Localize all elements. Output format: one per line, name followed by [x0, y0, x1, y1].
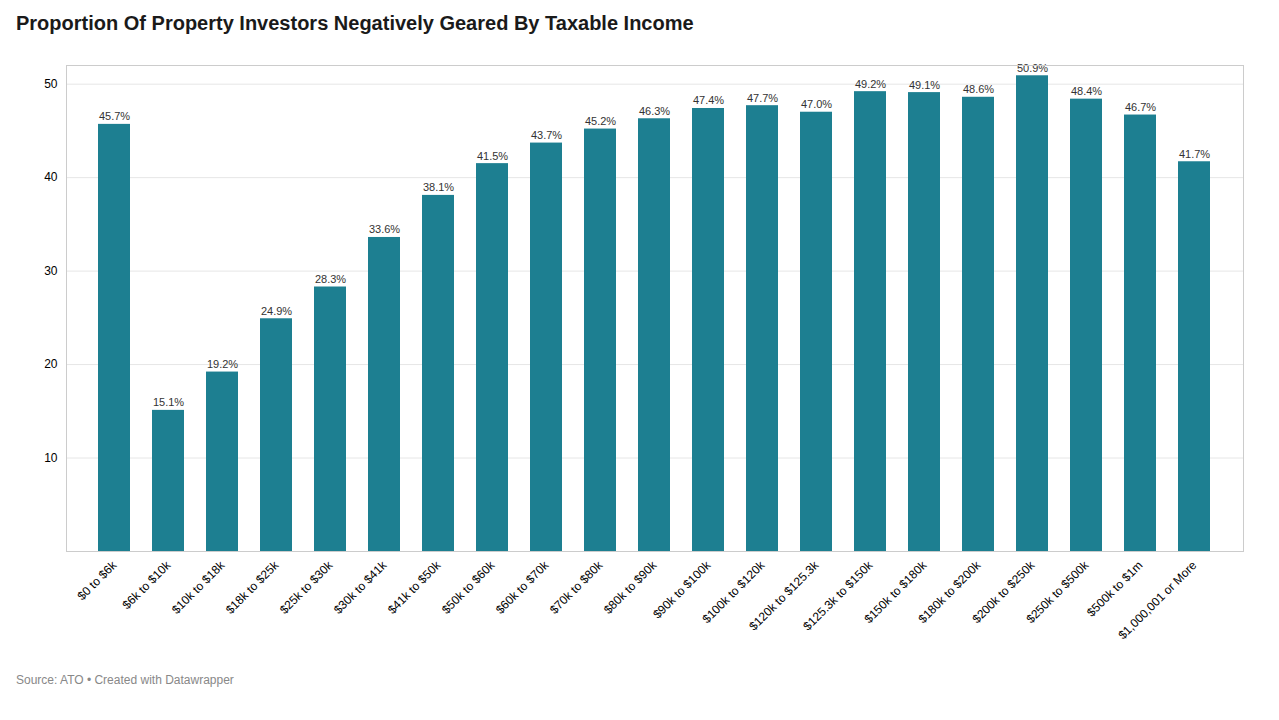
- svg-text:$120k to $125.3k: $120k to $125.3k: [746, 558, 822, 634]
- svg-text:$1,000,001 or More: $1,000,001 or More: [1115, 558, 1199, 642]
- svg-text:$500k to $1m: $500k to $1m: [1084, 558, 1146, 620]
- svg-text:28.3%: 28.3%: [315, 273, 346, 285]
- svg-text:47.7%: 47.7%: [747, 92, 778, 104]
- svg-text:47.4%: 47.4%: [693, 94, 724, 106]
- svg-text:41.7%: 41.7%: [1179, 148, 1210, 160]
- svg-text:$30k to $41k: $30k to $41k: [331, 558, 390, 617]
- svg-text:43.7%: 43.7%: [531, 129, 562, 141]
- svg-text:$25k to $30k: $25k to $30k: [277, 558, 336, 617]
- svg-text:46.7%: 46.7%: [1125, 101, 1156, 113]
- svg-text:$18k to $25k: $18k to $25k: [223, 558, 282, 617]
- svg-text:38.1%: 38.1%: [423, 181, 454, 193]
- svg-text:50.9%: 50.9%: [1017, 62, 1048, 74]
- svg-text:40: 40: [44, 170, 58, 184]
- html-text:Proportion Of Property Investo: Proportion Of Property Investors Negativ…: [16, 12, 694, 34]
- svg-text:24.9%: 24.9%: [261, 305, 292, 317]
- svg-text:15.1%: 15.1%: [153, 396, 184, 408]
- svg-text:46.3%: 46.3%: [639, 105, 670, 117]
- svg-text:$100k to $120k: $100k to $120k: [699, 558, 768, 627]
- svg-text:49.2%: 49.2%: [855, 78, 886, 90]
- svg-text:$6k to $10k: $6k to $10k: [120, 558, 174, 612]
- svg-text:49.1%: 49.1%: [909, 79, 940, 91]
- svg-text:$70k to $80k: $70k to $80k: [547, 558, 606, 617]
- svg-text:33.6%: 33.6%: [369, 223, 400, 235]
- svg-text:19.2%: 19.2%: [207, 358, 238, 370]
- svg-text:$50k to $60k: $50k to $60k: [439, 558, 498, 617]
- svg-text:$10k to $18k: $10k to $18k: [169, 558, 228, 617]
- svg-text:$90k to $100k: $90k to $100k: [650, 558, 714, 622]
- svg-text:48.6%: 48.6%: [963, 83, 994, 95]
- svg-text:$41k to $50k: $41k to $50k: [385, 558, 444, 617]
- svg-text:$200k to $250k: $200k to $250k: [969, 558, 1038, 627]
- svg-text:$250k to $500k: $250k to $500k: [1023, 558, 1092, 627]
- svg-text:20: 20: [44, 357, 58, 371]
- svg-text:41.5%: 41.5%: [477, 150, 508, 162]
- svg-text:$80k to $90k: $80k to $90k: [601, 558, 660, 617]
- svg-text:50: 50: [44, 77, 58, 91]
- html-text:Source: ATO • Created with Dat: Source: ATO • Created with Datawrapper: [16, 673, 234, 687]
- svg-text:$0 to $6k: $0 to $6k: [75, 558, 121, 604]
- svg-text:$125.3k to $150k: $125.3k to $150k: [800, 558, 876, 634]
- svg-text:47.0%: 47.0%: [801, 98, 832, 110]
- svg-text:10: 10: [44, 451, 58, 465]
- svg-text:45.2%: 45.2%: [585, 115, 616, 127]
- svg-text:$150k to $180k: $150k to $180k: [861, 558, 930, 627]
- svg-text:48.4%: 48.4%: [1071, 85, 1102, 97]
- svg-text:$60k to $70k: $60k to $70k: [493, 558, 552, 617]
- svg-text:$180k to $200k: $180k to $200k: [915, 558, 984, 627]
- svg-text:30: 30: [44, 264, 58, 278]
- svg-text:45.7%: 45.7%: [99, 110, 130, 122]
